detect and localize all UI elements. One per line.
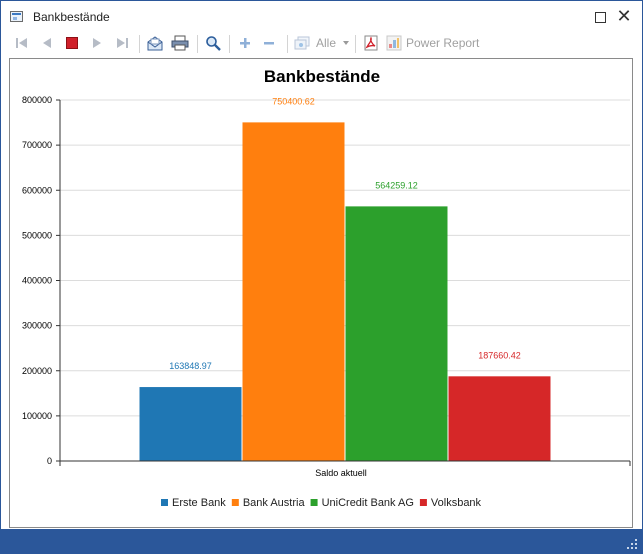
y-tick-label: 300000: [22, 321, 52, 331]
bar-value-label: 564259.12: [375, 180, 418, 190]
close-icon: ✕: [616, 6, 632, 26]
bar-value-label: 187660.42: [478, 350, 521, 360]
first-page-button[interactable]: [11, 32, 33, 54]
plus-icon: [240, 38, 250, 48]
legend-swatch: [161, 499, 168, 506]
legend-swatch: [231, 499, 239, 506]
last-page-icon: [117, 38, 128, 48]
power-report-icon: [386, 35, 402, 51]
bar-erste-bank[interactable]: [139, 387, 242, 461]
bars: [139, 122, 551, 462]
pages-icon: [294, 36, 310, 50]
zoom-button[interactable]: [202, 32, 224, 54]
next-page-icon: [93, 38, 101, 48]
toolbar-separator: [287, 35, 288, 53]
close-button[interactable]: ✕: [612, 5, 636, 29]
legend-swatch: [419, 499, 427, 506]
y-tick-label: 100000: [22, 411, 52, 421]
y-tick-label: 0: [47, 456, 52, 466]
bar-volksbank[interactable]: [448, 376, 551, 461]
y-axis-ticks: 0 100000 200000 300000 400000 500000 600000 700…: [22, 95, 61, 466]
y-tick-label: 800000: [22, 95, 52, 105]
stop-icon: [66, 37, 78, 49]
zoom-out-button[interactable]: [258, 32, 280, 54]
next-page-button[interactable]: [86, 32, 108, 54]
report-content: Bankbestände 0 100000 200000 300000 400000 50…: [9, 58, 633, 528]
bar-value-label: 163848.97: [169, 361, 212, 371]
window-title: Bankbestände: [33, 10, 110, 24]
prev-page-button[interactable]: [36, 32, 58, 54]
maximize-button[interactable]: [588, 5, 612, 29]
toolbar-separator: [229, 35, 230, 53]
last-page-button[interactable]: [111, 32, 133, 54]
bar-chart: Bankbestände 0 100000 200000 300000 400000 50…: [22, 67, 631, 509]
chart-title: Bankbestände: [264, 67, 380, 86]
email-button[interactable]: [144, 32, 166, 54]
toolbar-separator: [355, 35, 356, 53]
gridlines: [60, 99, 630, 417]
toolbar-separator: [139, 35, 140, 53]
magnifier-icon: [206, 36, 221, 51]
pdf-export-button[interactable]: [360, 32, 382, 54]
print-icon: [171, 35, 189, 51]
pages-dropdown[interactable]: Alle: [293, 32, 351, 54]
legend-label[interactable]: Erste Bank: [172, 497, 226, 509]
prev-page-icon: [43, 38, 51, 48]
x-category-label: Saldo aktuell: [315, 468, 367, 478]
toolbar-separator: [197, 35, 198, 53]
data-labels: 163848.97 750400.62 564259.12 187660.42: [169, 96, 521, 371]
resize-grip-icon[interactable]: [627, 539, 637, 549]
power-report-button[interactable]: Power Report: [386, 32, 481, 54]
app-window-icon: [10, 11, 23, 22]
legend-label[interactable]: UniCredit Bank AG: [322, 497, 414, 509]
y-tick-label: 700000: [22, 140, 52, 150]
power-report-label: Power Report: [406, 36, 480, 50]
pages-dropdown-label: Alle: [316, 36, 337, 50]
maximize-icon: [594, 12, 606, 23]
bar-bank-austria[interactable]: [242, 122, 345, 462]
y-tick-label: 600000: [22, 185, 52, 195]
minus-icon: [264, 42, 274, 45]
stop-button[interactable]: [61, 32, 83, 54]
y-tick-label: 400000: [22, 276, 52, 286]
print-button[interactable]: [169, 32, 191, 54]
legend-label[interactable]: Volksbank: [431, 497, 482, 509]
y-tick-label: 200000: [22, 366, 52, 376]
toolbar: Alle Power Report: [1, 32, 642, 56]
pdf-icon: [364, 35, 378, 51]
legend: Erste Bank Bank Austria UniCredit Bank AG V…: [161, 497, 482, 509]
chevron-down-icon: [343, 41, 350, 45]
bar-value-label: 750400.62: [272, 96, 315, 106]
email-icon: [147, 36, 163, 51]
legend-swatch: [310, 499, 318, 506]
zoom-in-button[interactable]: [234, 32, 256, 54]
legend-label[interactable]: Bank Austria: [243, 497, 306, 509]
bar-unicredit-bank-ag[interactable]: [345, 206, 448, 461]
status-bar: [1, 529, 642, 553]
y-tick-label: 500000: [22, 230, 52, 240]
title-bar[interactable]: Bankbestände ✕: [1, 1, 642, 32]
first-page-icon: [16, 38, 27, 48]
